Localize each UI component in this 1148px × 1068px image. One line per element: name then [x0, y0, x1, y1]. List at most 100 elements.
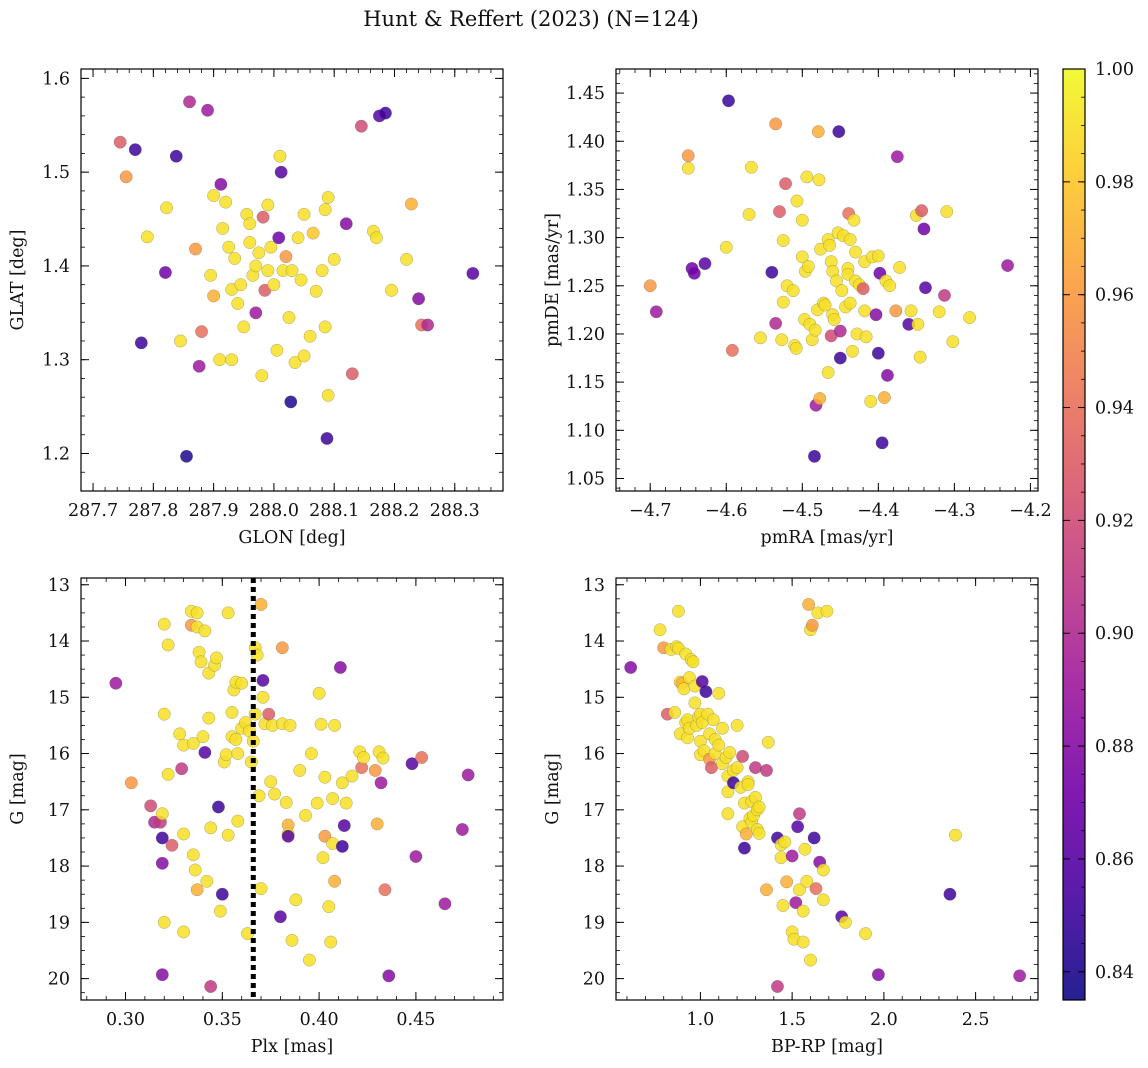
x-tick-label: 288.0: [249, 501, 299, 521]
x-tick-label: 287.8: [128, 501, 178, 521]
y-tick-label: 13: [48, 576, 70, 596]
data-point: [222, 240, 236, 254]
data-point: [284, 395, 298, 409]
colorbar-tick-label: 0.90: [1095, 624, 1134, 644]
data-point: [189, 242, 202, 256]
data-point: [963, 311, 976, 324]
data-point: [889, 304, 903, 318]
data-point: [793, 807, 806, 821]
data-point: [796, 904, 810, 918]
data-point: [202, 711, 216, 725]
data-point: [322, 900, 336, 913]
scatter-points: [109, 598, 475, 993]
y-tick-label: 18: [583, 857, 605, 877]
data-point: [175, 762, 189, 776]
y-tick-label: 1.10: [566, 421, 605, 441]
data-point: [219, 748, 233, 762]
data-point: [404, 197, 418, 211]
data-point: [849, 245, 862, 259]
x-axis-label: Plx [mas]: [251, 1037, 333, 1057]
data-point: [878, 391, 891, 404]
data-point: [326, 792, 340, 805]
data-point: [279, 796, 293, 809]
data-point: [791, 820, 805, 834]
data-point: [261, 264, 275, 278]
data-point: [812, 173, 826, 187]
data-point: [911, 317, 925, 331]
colorbar-tick-label: 0.92: [1095, 511, 1134, 531]
data-point: [231, 297, 245, 310]
data-point: [165, 838, 179, 852]
data-point: [871, 346, 885, 360]
y-tick-label: 15: [48, 688, 70, 708]
y-axis-label: GLAT [deg]: [8, 230, 28, 331]
data-point: [809, 882, 823, 895]
panel-glon-glat: 287.7 287.8 287.9 288.0 288.1 288.2 288.3 1.2 1.…: [8, 68, 504, 548]
data-point: [283, 719, 297, 732]
data-point: [204, 821, 218, 835]
data-point: [303, 329, 317, 343]
data-point: [730, 719, 744, 732]
data-point: [838, 915, 852, 929]
data-point: [210, 651, 223, 665]
data-point: [816, 863, 830, 877]
data-point: [778, 835, 792, 849]
data-point: [761, 735, 775, 749]
data-point: [333, 661, 347, 674]
data-point: [285, 264, 299, 278]
data-point: [677, 682, 691, 696]
colorbar-gradient: [1062, 68, 1086, 1001]
data-point: [273, 149, 287, 163]
data-point: [204, 980, 218, 993]
data-point: [237, 320, 251, 334]
colorbar-tick-label: 0.84: [1095, 963, 1134, 983]
y-axis-label: G [mag]: [543, 753, 563, 824]
data-point: [415, 751, 429, 764]
data-point: [320, 432, 334, 445]
data-point: [204, 268, 218, 282]
colorbar-tick-label: 0.98: [1095, 173, 1134, 193]
data-point: [188, 863, 202, 877]
data-point: [183, 95, 196, 109]
data-point: [155, 807, 169, 821]
x-tick-label: −4.3: [933, 501, 976, 521]
data-point: [357, 751, 371, 764]
data-point: [800, 874, 814, 888]
data-point: [752, 827, 766, 840]
data-point: [687, 266, 701, 280]
data-point: [821, 366, 835, 379]
data-point: [721, 807, 735, 821]
y-tick-label: 1.5: [42, 163, 70, 183]
data-point: [835, 284, 849, 297]
x-tick-label: 1.5: [778, 1010, 806, 1030]
data-point: [795, 250, 809, 264]
data-point: [186, 737, 200, 750]
data-point: [723, 746, 737, 759]
x-tick-label: 2.5: [962, 1010, 990, 1030]
y-tick-label: 1.35: [566, 180, 605, 200]
data-point: [169, 149, 183, 163]
data-point: [379, 106, 392, 120]
data-point: [807, 831, 821, 845]
panel-bprp-g: 1.0 1.5 2.0 2.5 13 14 15 16 17 18 19 20 BP-RP [mag] G…: [543, 576, 1039, 1057]
data-point: [932, 305, 946, 319]
y-tick-label: 17: [583, 801, 605, 821]
data-point: [800, 170, 814, 184]
data-point: [859, 330, 873, 344]
colorbar-tick-label: 0.88: [1095, 737, 1134, 757]
data-point: [161, 767, 175, 781]
data-point: [461, 768, 475, 782]
data-point: [255, 369, 269, 383]
x-tick-label: 287.7: [68, 501, 118, 521]
y-tick-label: 1.20: [566, 325, 605, 345]
data-point: [190, 606, 204, 620]
colorbar-tick-label: 1.00: [1095, 60, 1134, 80]
data-point: [249, 259, 263, 273]
y-tick-label: 1.30: [566, 229, 605, 249]
data-point: [820, 604, 834, 618]
data-point: [335, 776, 349, 790]
data-point: [796, 935, 810, 949]
axes-frame: [80, 68, 504, 492]
data-point: [157, 915, 171, 929]
data-point: [254, 882, 268, 895]
